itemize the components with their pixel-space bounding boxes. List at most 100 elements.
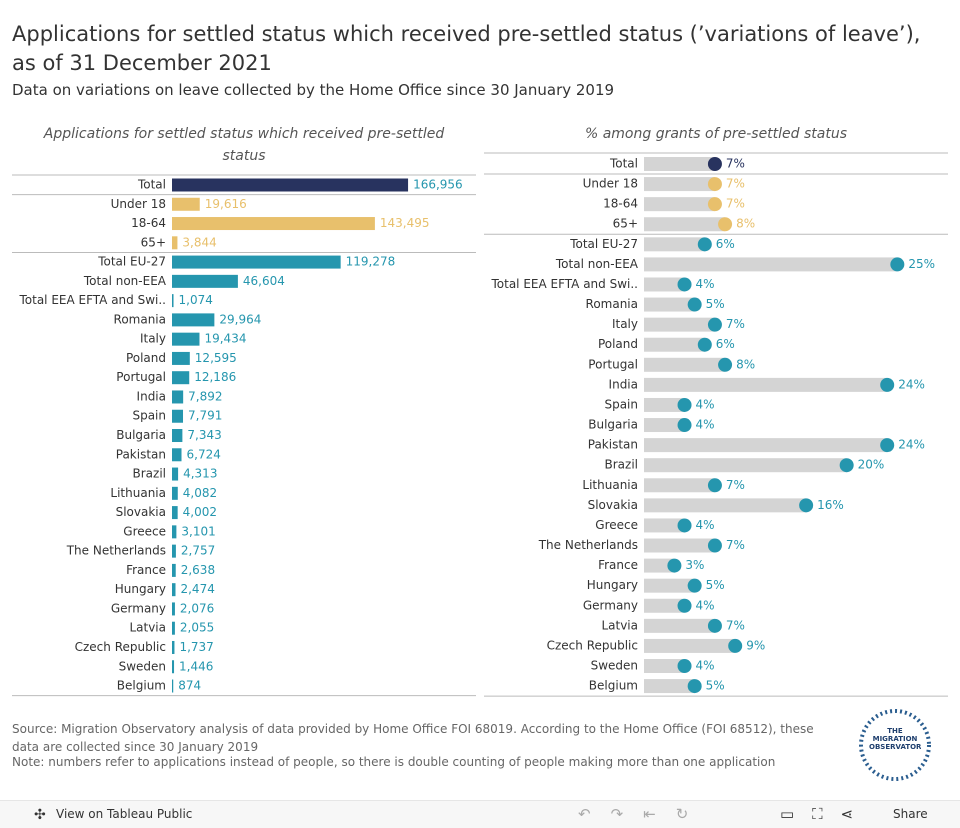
dot xyxy=(880,377,895,392)
dot xyxy=(707,618,722,633)
value-label: 1,074 xyxy=(179,293,213,307)
category-label: India xyxy=(137,389,166,403)
value-label: 29,964 xyxy=(219,312,261,326)
dot xyxy=(687,679,702,694)
bar xyxy=(172,178,409,192)
charts: Total Under 18 18-64 65+ Total EU-27 Total no… xyxy=(12,152,948,697)
category-label: Latvia xyxy=(601,618,638,632)
share-button[interactable]: Share xyxy=(893,807,928,821)
category-label: Pakistan xyxy=(588,438,638,452)
bar xyxy=(172,429,183,443)
bar xyxy=(172,313,215,327)
bar xyxy=(172,467,179,481)
category-label: Lithuania xyxy=(582,478,638,492)
dot xyxy=(799,498,814,513)
value-label: 6% xyxy=(716,337,735,351)
category-label: Brazil xyxy=(605,458,639,472)
value-label: 5% xyxy=(706,578,725,592)
track-bar xyxy=(644,337,705,352)
category-label: Total EU-27 xyxy=(569,237,638,251)
track-bar xyxy=(644,317,715,332)
logo-ring xyxy=(859,709,931,781)
category-label: Germany xyxy=(111,601,166,615)
value-label: 7% xyxy=(726,157,745,171)
track-bar xyxy=(644,618,715,633)
bar xyxy=(172,255,341,269)
track-bar xyxy=(644,197,715,212)
value-label: 7% xyxy=(726,538,745,552)
value-label: 119,278 xyxy=(346,255,396,269)
bar xyxy=(172,563,176,577)
category-label: Romania xyxy=(586,297,638,311)
category-label: The Netherlands xyxy=(66,544,166,558)
track-bar xyxy=(644,277,685,292)
track-bar xyxy=(644,438,888,453)
track-bar xyxy=(644,157,715,171)
track-bar xyxy=(644,397,685,412)
track-bar xyxy=(644,418,685,433)
bar xyxy=(172,544,176,558)
category-label: Total non-EEA xyxy=(555,257,639,271)
bar xyxy=(172,294,174,308)
view-link[interactable]: View on Tableau Public xyxy=(56,807,193,821)
bar xyxy=(172,390,184,404)
value-label: 5% xyxy=(706,679,725,693)
track-bar xyxy=(644,538,715,553)
value-label: 874 xyxy=(178,679,201,693)
dot xyxy=(718,217,733,232)
category-label: Greece xyxy=(595,518,638,532)
value-label: 2,055 xyxy=(180,621,214,635)
dot xyxy=(667,558,682,573)
track-bar xyxy=(644,638,736,653)
dot xyxy=(890,257,905,272)
value-label: 25% xyxy=(908,257,935,271)
category-label: Portugal xyxy=(116,370,166,384)
category-label: Under 18 xyxy=(583,177,638,191)
category-label: Bulgaria xyxy=(588,418,638,432)
category-label: Total EEA EFTA and Swi.. xyxy=(18,293,166,307)
category-label: Italy xyxy=(612,317,638,331)
logo-text: THE MIGRATION OBSERVATORY xyxy=(869,727,921,751)
category-label: India xyxy=(609,377,638,391)
value-label: 7% xyxy=(726,618,745,632)
value-label: 4,002 xyxy=(183,505,217,519)
track-bar xyxy=(644,498,807,513)
value-label: 4% xyxy=(696,659,715,673)
dot xyxy=(707,177,722,192)
value-label: 12,186 xyxy=(194,370,236,384)
category-label: Slovakia xyxy=(116,505,166,519)
category-label: The Netherlands xyxy=(538,538,638,552)
track-bar xyxy=(644,377,888,392)
track-bar xyxy=(644,257,898,272)
toolbar-icons: ↶↷⇤↻ xyxy=(578,805,709,823)
bar xyxy=(172,236,178,250)
category-label: Hungary xyxy=(587,578,638,592)
title: Applications for settled status which re… xyxy=(12,22,921,75)
value-label: 6,724 xyxy=(187,447,221,461)
category-label: Poland xyxy=(126,351,166,365)
bar xyxy=(172,602,175,616)
category-label: Total EU-27 xyxy=(97,255,166,269)
bar xyxy=(172,506,178,520)
track-bar xyxy=(644,237,705,252)
category-label: Belgium xyxy=(589,679,638,693)
category-label: Total non-EEA xyxy=(83,274,167,288)
category-label: Romania xyxy=(114,312,166,326)
bar xyxy=(172,525,177,539)
track-bar xyxy=(644,177,715,192)
category-label: Total xyxy=(609,157,638,171)
bar xyxy=(172,660,175,674)
category-label: 18-64 xyxy=(603,197,638,211)
value-label: 24% xyxy=(898,377,925,391)
dot xyxy=(677,518,692,533)
value-label: 1,446 xyxy=(179,659,213,673)
category-label: Belgium xyxy=(117,679,166,693)
value-label: 2,076 xyxy=(180,601,214,615)
value-label: 7% xyxy=(726,317,745,331)
track-bar xyxy=(644,458,847,473)
category-label: Spain xyxy=(604,397,638,411)
value-label: 4% xyxy=(696,277,715,291)
category-label: Sweden xyxy=(119,659,166,673)
track-bar xyxy=(644,357,726,372)
